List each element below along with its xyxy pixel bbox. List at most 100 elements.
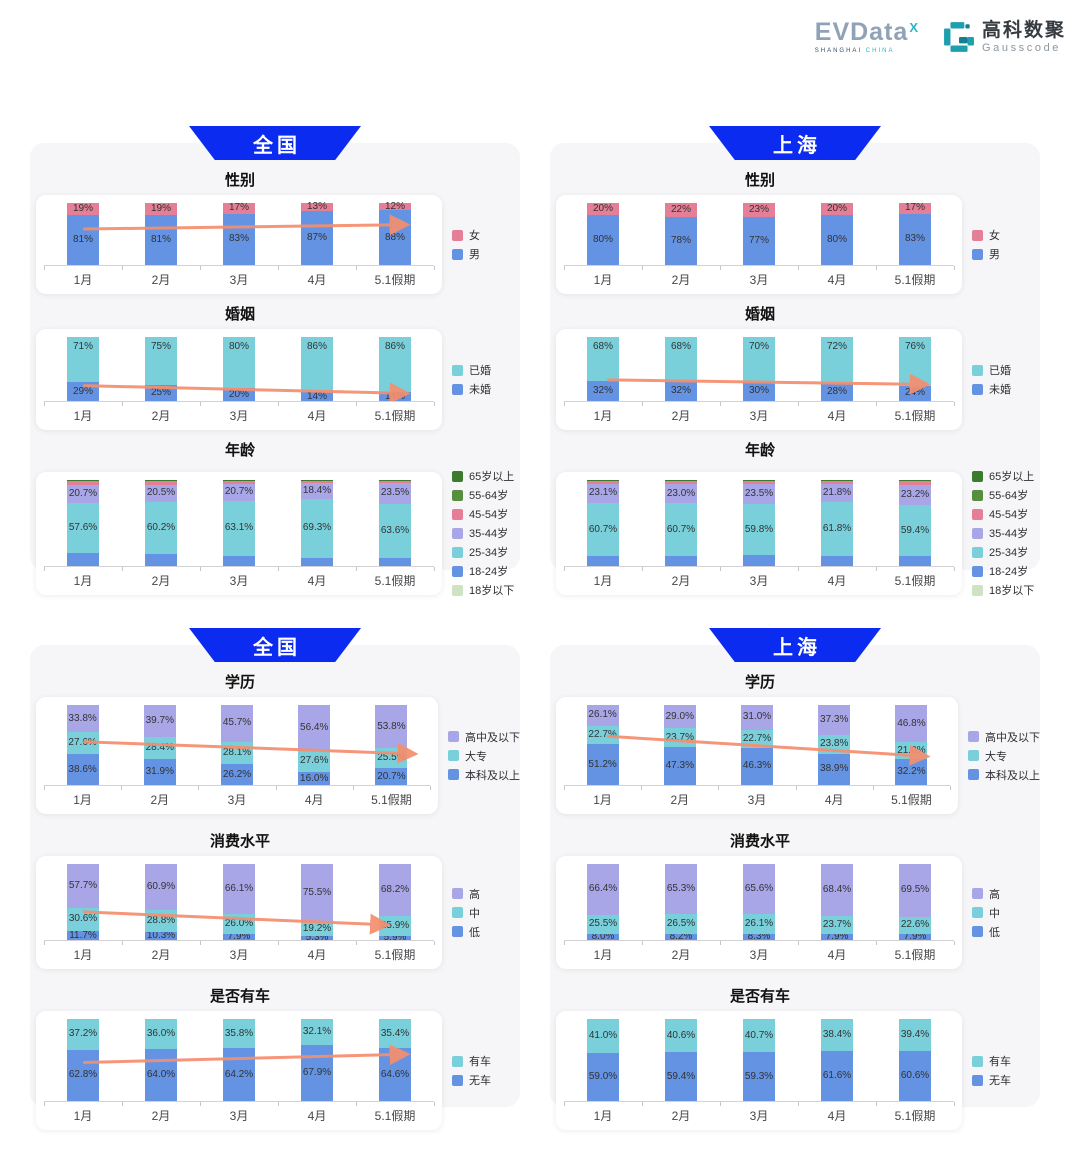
bar-segment: 86% bbox=[301, 337, 333, 393]
bar-segment-label: 60.9% bbox=[146, 881, 176, 893]
legend-item[interactable]: 35-44岁 bbox=[452, 525, 520, 541]
legend-item[interactable]: 女 bbox=[452, 227, 520, 243]
axis-tick bbox=[798, 941, 799, 945]
bar-segment-label: 64.2% bbox=[224, 1068, 254, 1080]
bar-segment-label: 29% bbox=[72, 385, 94, 397]
legend-item[interactable]: 有车 bbox=[452, 1053, 520, 1069]
stacked-bar: 47.3% 23.7% 29.0% bbox=[663, 705, 696, 785]
stacked-bar: 60.7% 23.0% bbox=[665, 479, 697, 566]
legend-item[interactable]: 低 bbox=[452, 924, 520, 940]
legend-item[interactable]: 65岁以上 bbox=[452, 468, 520, 484]
plot-column: 11.7% 30.6% 57.7% bbox=[44, 864, 122, 940]
legend-item[interactable]: 高 bbox=[972, 886, 1040, 902]
x-axis-label: 4月 bbox=[827, 948, 847, 962]
plot-column: 60.2% 20.5% bbox=[122, 479, 200, 566]
legend-item[interactable]: 高中及以下 bbox=[968, 729, 1040, 745]
legend-item[interactable]: 25-34岁 bbox=[972, 544, 1040, 560]
legend-swatch bbox=[972, 248, 983, 260]
axis-tick bbox=[642, 566, 643, 571]
legend-item[interactable]: 中 bbox=[452, 905, 520, 921]
bar-segment: 69.5% bbox=[899, 864, 931, 917]
bar-segment-label: 18.4% bbox=[302, 484, 332, 496]
stacked-bar: 31.9% 28.4% 39.7% bbox=[143, 705, 176, 785]
bar-segment bbox=[899, 479, 931, 482]
legend-item[interactable]: 中 bbox=[972, 905, 1040, 921]
bar-segment: 57.6% bbox=[67, 503, 99, 553]
chart-title: 婚姻 bbox=[224, 306, 255, 323]
legend-item[interactable]: 本科及以上 bbox=[968, 767, 1040, 783]
bar-segment-label: 61.8% bbox=[822, 522, 852, 534]
x-axis-labels: 1月 2月 3月 4月 5.1假期 bbox=[564, 271, 954, 290]
legend-item[interactable]: 高中及以下 bbox=[448, 729, 520, 745]
bar-segment: 59.4% bbox=[899, 504, 931, 557]
legend-item[interactable]: 18-24岁 bbox=[452, 563, 520, 579]
x-axis-label: 2月 bbox=[671, 573, 691, 588]
legend-item[interactable]: 无车 bbox=[452, 1072, 520, 1088]
bar-segment-label: 81% bbox=[150, 233, 172, 245]
axis-tick bbox=[954, 402, 955, 406]
legend-item[interactable]: 无车 bbox=[972, 1072, 1040, 1088]
legend-swatch bbox=[972, 907, 983, 918]
legend-item[interactable]: 已婚 bbox=[452, 362, 520, 378]
bar-segment: 63.1% bbox=[223, 501, 255, 556]
axis-tick bbox=[278, 566, 279, 571]
legend-item[interactable]: 已婚 bbox=[972, 362, 1040, 378]
legend-item[interactable]: 18岁以下 bbox=[972, 582, 1040, 598]
legend-item[interactable]: 55-64岁 bbox=[452, 487, 520, 503]
legend-item[interactable]: 男 bbox=[972, 246, 1040, 262]
plot-column: 5.9% 25.9% 68.2% bbox=[356, 864, 434, 942]
legend-item[interactable]: 18-24岁 bbox=[972, 563, 1040, 579]
bar-segment-label: 39.4% bbox=[900, 1029, 930, 1041]
bar-segment-label: 20.7% bbox=[224, 486, 254, 498]
stacked-bar: 64.6% 35.4% bbox=[379, 1019, 411, 1101]
legend-item[interactable]: 55-64岁 bbox=[972, 487, 1040, 503]
axis-tick bbox=[352, 786, 354, 790]
legend-item[interactable]: 45-54岁 bbox=[452, 506, 520, 522]
plot-column: 88% 12% bbox=[356, 201, 434, 265]
gausscode-en-name: Gausscode bbox=[981, 41, 1062, 54]
legend-swatch bbox=[452, 888, 463, 899]
bar-segment-label: 23.8% bbox=[820, 738, 849, 750]
legend-item[interactable]: 35-44岁 bbox=[972, 525, 1040, 541]
bar-segment: 19% bbox=[145, 203, 177, 215]
legend-item[interactable]: 低 bbox=[972, 924, 1040, 940]
bar-segment-label: 8.0% bbox=[591, 930, 615, 942]
bar-segment bbox=[223, 479, 255, 481]
legend-item[interactable]: 男 bbox=[452, 246, 520, 262]
axis-tick bbox=[876, 566, 877, 571]
legend-item[interactable]: 高 bbox=[452, 886, 520, 902]
x-axis-label: 3月 bbox=[229, 409, 249, 423]
x-axis-label: 5.1假期 bbox=[894, 1109, 936, 1123]
axis-tick bbox=[720, 941, 721, 945]
axis-tick bbox=[44, 266, 45, 270]
legend-item[interactable]: 有车 bbox=[972, 1053, 1040, 1069]
legend-item[interactable]: 本科及以上 bbox=[448, 767, 520, 783]
legend-label: 18岁以下 bbox=[989, 585, 1035, 597]
bar-segment-label: 28.4% bbox=[145, 742, 174, 754]
legend-swatch bbox=[448, 769, 459, 780]
axis-tick bbox=[200, 266, 201, 270]
legend-item[interactable]: 65岁以上 bbox=[972, 468, 1040, 484]
x-axis-label: 4月 bbox=[827, 573, 847, 588]
legend-item[interactable]: 25-34岁 bbox=[452, 544, 520, 560]
legend-item[interactable]: 45-54岁 bbox=[972, 506, 1040, 522]
legend-item[interactable]: 女 bbox=[972, 227, 1040, 243]
legend-swatch bbox=[972, 527, 983, 539]
legend-item[interactable]: 18岁以下 bbox=[452, 582, 520, 598]
bar-segment: 21.8% bbox=[821, 483, 853, 503]
legend-item[interactable]: 未婚 bbox=[452, 381, 520, 397]
bar-segment bbox=[899, 481, 931, 486]
legend-item[interactable]: 大专 bbox=[448, 748, 520, 764]
axis-tick bbox=[44, 786, 45, 790]
legend-item[interactable]: 未婚 bbox=[972, 381, 1040, 397]
axis-tick bbox=[718, 786, 720, 790]
legend-item[interactable]: 大专 bbox=[968, 748, 1040, 764]
plot-column: 69.3% 18.4% bbox=[278, 479, 356, 566]
bar-segment bbox=[379, 479, 411, 481]
bar-segment-label: 25.9% bbox=[380, 919, 410, 931]
axis-tick bbox=[798, 402, 799, 406]
x-axis-labels: 1月 2月 3月 4月 5.1假期 bbox=[44, 572, 434, 591]
legend-label: 45-54岁 bbox=[989, 509, 1029, 521]
legend-swatch bbox=[452, 248, 463, 260]
bar-segment: 36.0% bbox=[145, 1019, 177, 1049]
